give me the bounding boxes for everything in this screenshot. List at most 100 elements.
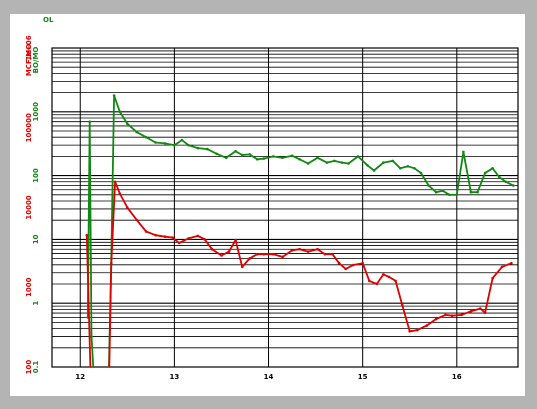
data-point: [196, 234, 200, 238]
data-point: [298, 247, 301, 251]
data-point: [500, 265, 504, 269]
data-point: [210, 247, 214, 251]
data-point: [306, 162, 310, 165]
plot-frame: [51, 47, 519, 368]
data-point: [113, 180, 117, 184]
data-point: [271, 252, 275, 256]
data-point: [413, 167, 416, 170]
data-point: [173, 143, 176, 147]
data-point: [215, 152, 218, 156]
data-point: [416, 328, 419, 332]
data-point: [227, 250, 231, 253]
data-point: [323, 252, 327, 256]
data-point: [171, 236, 174, 239]
data-point: [163, 142, 167, 145]
data-point: [187, 143, 190, 147]
data-point: [382, 273, 385, 276]
data-point: [90, 335, 93, 338]
y-axis-label: BO/MO: [32, 47, 40, 74]
y-tick-label: 10: [32, 234, 40, 244]
x-tick-label: 13: [170, 373, 180, 381]
data-point: [469, 310, 473, 313]
data-point: [425, 324, 429, 327]
data-point: [356, 155, 360, 158]
data-point: [347, 162, 350, 165]
data-point: [112, 94, 116, 97]
data-point: [394, 279, 397, 283]
data-point: [144, 230, 148, 233]
data-point: [224, 156, 228, 160]
data-point: [206, 147, 209, 151]
data-point: [434, 190, 438, 194]
data-point: [118, 192, 122, 195]
x-tick-label: 14: [264, 373, 274, 381]
data-point: [460, 313, 463, 317]
x-tick-label: 15: [358, 373, 368, 381]
data-point: [434, 317, 438, 321]
data-point: [154, 141, 157, 144]
data-point: [333, 159, 336, 163]
data-point: [262, 252, 266, 256]
data-point: [88, 120, 91, 123]
data-series: [85, 94, 515, 388]
data-point: [504, 180, 508, 184]
x-tick-label: 12: [75, 373, 85, 381]
data-point: [103, 385, 106, 388]
data-point: [448, 193, 451, 197]
data-point: [399, 167, 402, 170]
data-point: [107, 385, 110, 388]
data-point: [366, 164, 369, 167]
corner-label: OL: [43, 16, 54, 24]
data-point: [298, 158, 301, 161]
data-point: [419, 171, 423, 175]
y-tick-label: 100000: [25, 113, 33, 142]
data-point: [455, 193, 459, 197]
data-point: [340, 161, 344, 164]
data-point: [85, 233, 89, 237]
data-point: [255, 158, 259, 161]
y-tick-label: 100: [25, 360, 33, 375]
series-line-red: [85, 180, 512, 367]
data-point: [234, 150, 237, 153]
data-point: [391, 159, 395, 163]
data-point: [203, 237, 206, 241]
data-point: [344, 267, 348, 271]
data-point: [110, 261, 113, 265]
data-point: [163, 235, 167, 238]
data-point: [281, 156, 284, 160]
data-point: [154, 233, 157, 237]
data-point: [491, 167, 494, 170]
data-point: [126, 206, 129, 209]
data-point: [316, 247, 319, 251]
y-tick-label: 1000: [25, 277, 33, 297]
y-tick-label: 10000: [25, 195, 33, 219]
data-point: [510, 261, 513, 265]
data-point: [382, 161, 385, 164]
data-point: [406, 165, 410, 168]
data-point: [177, 241, 181, 245]
data-point: [290, 154, 294, 157]
chart-panel: 12 13 14 15 16 100 1000 10000 100000 1e+06 MCF/MO 0…: [10, 14, 525, 396]
data-point: [483, 311, 487, 315]
y-axis-label: MCF/MO: [25, 44, 33, 76]
data-point: [352, 263, 355, 267]
data-point: [196, 146, 200, 150]
y-tick-label: 1000: [32, 102, 40, 122]
data-point: [497, 175, 501, 179]
data-point: [331, 252, 334, 256]
data-point: [469, 190, 473, 194]
data-point: [248, 257, 251, 260]
data-point: [118, 110, 122, 114]
data-point: [483, 171, 487, 175]
data-point: [240, 153, 244, 157]
data-point: [255, 252, 259, 256]
data-point: [441, 189, 445, 192]
data-point: [290, 249, 294, 252]
data-point: [512, 184, 515, 187]
data-point: [234, 238, 237, 242]
x-tick-label: 16: [452, 373, 462, 381]
data-point: [476, 190, 479, 194]
data-point: [325, 161, 329, 164]
data-point: [248, 153, 251, 156]
series-line-green: [86, 94, 514, 367]
